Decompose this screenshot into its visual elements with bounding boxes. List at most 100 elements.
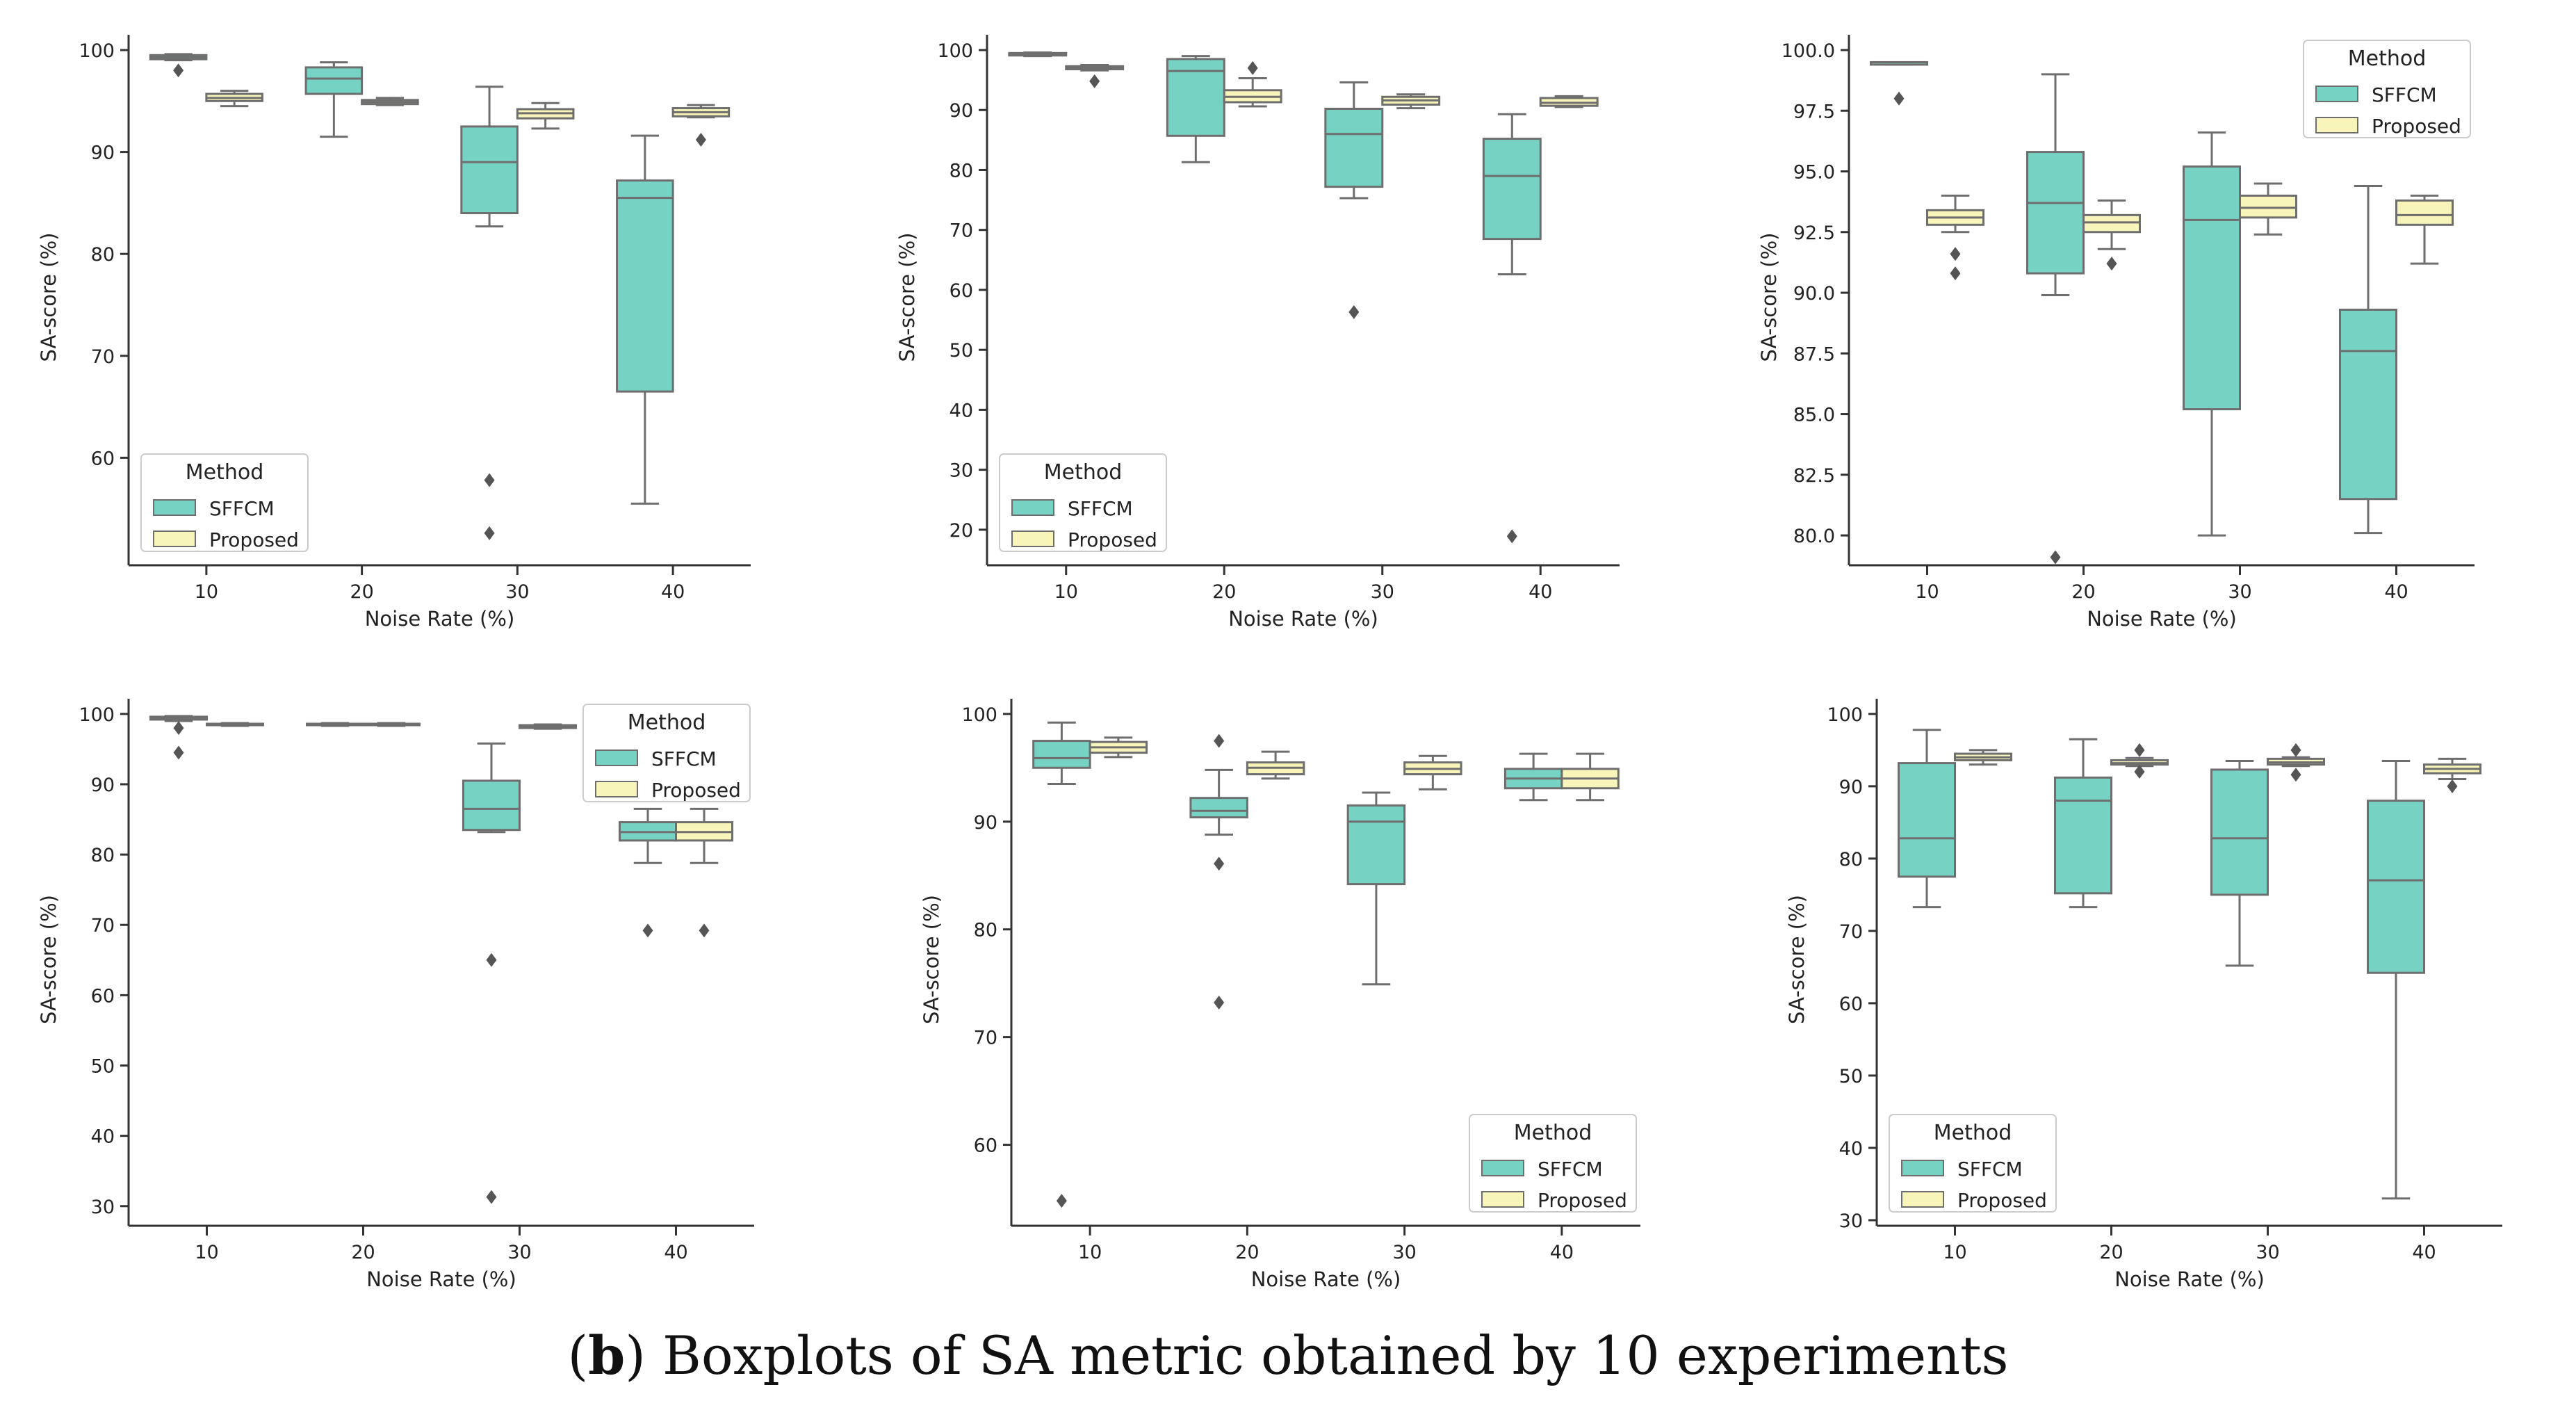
x-axis-label: Noise Rate (%) bbox=[366, 1267, 516, 1291]
iqr-box bbox=[1032, 740, 1091, 769]
box-sffcm-10 bbox=[1032, 721, 1091, 1208]
box-sffcm-40 bbox=[2339, 184, 2397, 535]
figure-caption: (b) Boxplots of SA metric obtained by 10… bbox=[0, 1324, 2576, 1386]
box-sffcm-30 bbox=[1324, 81, 1384, 319]
legend-entry-sffcm: SFFCM bbox=[1068, 497, 1133, 520]
box-sffcm-20 bbox=[1189, 734, 1248, 1010]
legend: Method SFFCM Proposed bbox=[582, 704, 751, 802]
outlier-marker bbox=[1089, 74, 1100, 88]
legend-entry-sffcm: SFFCM bbox=[651, 747, 717, 770]
x-tick-label: 10 bbox=[1943, 1242, 1966, 1263]
legend-entry-sffcm: SFFCM bbox=[209, 497, 275, 520]
legend-title: Method bbox=[1934, 1121, 2012, 1145]
box-proposed-20 bbox=[1246, 750, 1305, 780]
box-sffcm-20 bbox=[304, 61, 364, 138]
legend-frame bbox=[999, 453, 1167, 552]
iqr-box bbox=[2210, 768, 2269, 896]
box-proposed-10 bbox=[205, 90, 263, 108]
outlier-marker bbox=[1056, 1194, 1067, 1208]
y-tick-label: 82.5 bbox=[1793, 465, 1835, 487]
legend-swatch-proposed bbox=[1481, 1191, 1524, 1208]
outlier-marker bbox=[2050, 550, 2061, 565]
iqr-box bbox=[2395, 199, 2454, 226]
box-sffcm-20 bbox=[2054, 738, 2112, 909]
iqr-box bbox=[1898, 762, 1956, 878]
legend-swatch-sffcm bbox=[1901, 1160, 1944, 1176]
series-sffcm bbox=[1870, 60, 2397, 565]
series-sffcm bbox=[149, 53, 674, 540]
y-tick-label: 40 bbox=[949, 400, 973, 421]
outlier-marker bbox=[1506, 529, 1517, 544]
outlier-marker bbox=[2134, 743, 2145, 757]
legend-title: Method bbox=[1514, 1121, 1592, 1145]
legend-swatch-sffcm bbox=[1481, 1160, 1524, 1176]
legend-swatch-proposed bbox=[153, 530, 196, 547]
box-sffcm-40 bbox=[619, 807, 677, 938]
iqr-box bbox=[304, 66, 364, 95]
box-sffcm-10 bbox=[149, 715, 208, 760]
y-tick-label: 90 bbox=[91, 143, 115, 164]
y-tick-label: 100 bbox=[961, 704, 997, 726]
outlier-marker bbox=[484, 526, 495, 540]
outlier-marker bbox=[1214, 734, 1225, 748]
iqr-box bbox=[2054, 776, 2112, 895]
outlier-marker bbox=[173, 745, 184, 760]
y-tick-label: 70 bbox=[949, 220, 973, 242]
box-proposed-30 bbox=[2239, 182, 2297, 236]
series-sffcm bbox=[1008, 51, 1542, 544]
series-sffcm bbox=[1032, 721, 1563, 1208]
y-tick-label: 90 bbox=[91, 775, 115, 796]
legend-entry-proposed: Proposed bbox=[651, 779, 741, 802]
y-tick-label: 70 bbox=[91, 915, 115, 937]
y-tick-label: 100 bbox=[79, 704, 115, 726]
series-proposed bbox=[205, 90, 731, 147]
legend-swatch-sffcm bbox=[2315, 86, 2358, 102]
iqr-box bbox=[2339, 308, 2397, 501]
outlier-marker bbox=[695, 133, 706, 147]
y-tick-label: 70 bbox=[91, 346, 115, 368]
x-tick-label: 10 bbox=[1054, 581, 1078, 603]
box-proposed-40 bbox=[671, 104, 731, 147]
x-tick-label: 40 bbox=[1529, 581, 1552, 603]
iqr-box bbox=[616, 179, 674, 393]
x-tick-label: 20 bbox=[2099, 1242, 2123, 1263]
y-tick-label: 30 bbox=[91, 1197, 115, 1218]
legend-title: Method bbox=[1044, 460, 1123, 485]
legend: Method SFFCM Proposed bbox=[140, 453, 309, 552]
legend-frame bbox=[1889, 1114, 2057, 1213]
x-tick-label: 30 bbox=[507, 1242, 531, 1263]
outlier-marker bbox=[642, 923, 653, 938]
box-proposed-40 bbox=[2395, 194, 2454, 265]
box-proposed-30 bbox=[516, 102, 575, 130]
box-sffcm-40 bbox=[616, 134, 674, 505]
series-proposed bbox=[1926, 182, 2454, 281]
y-axis-label: SA-score (%) bbox=[920, 895, 943, 1024]
x-tick-label: 30 bbox=[2256, 1242, 2279, 1263]
iqr-box bbox=[1346, 804, 1406, 886]
outlier-marker bbox=[1214, 996, 1225, 1010]
y-tick-label: 95.0 bbox=[1793, 162, 1835, 184]
chart-panel-1: 60 70 80 90 100 10 20 30 40 Noise Rate (%) SA-scor… bbox=[37, 35, 751, 631]
y-tick-label: 60 bbox=[974, 1135, 997, 1157]
legend-entry-sffcm: SFFCM bbox=[1957, 1158, 2023, 1181]
box-proposed-10 bbox=[1954, 749, 2012, 766]
series-proposed bbox=[206, 722, 733, 938]
outlier-marker bbox=[2290, 743, 2301, 757]
outlier-marker bbox=[1348, 305, 1360, 319]
y-tick-label: 80.0 bbox=[1793, 526, 1835, 547]
y-tick-label: 80 bbox=[91, 244, 115, 266]
box-proposed-10 bbox=[206, 722, 264, 727]
x-axis-label: Noise Rate (%) bbox=[2087, 607, 2237, 631]
box-sffcm-30 bbox=[2183, 131, 2241, 537]
y-axis-label: SA-score (%) bbox=[37, 233, 60, 362]
legend-entry-proposed: Proposed bbox=[1957, 1189, 2047, 1212]
x-axis-label: Noise Rate (%) bbox=[2114, 1267, 2265, 1291]
box-proposed-20 bbox=[1223, 60, 1282, 108]
caption-text: ) Boxplots of SA metric obtained by 10 e… bbox=[625, 1324, 2009, 1386]
x-tick-label: 10 bbox=[195, 1242, 218, 1263]
box-sffcm-40 bbox=[1503, 752, 1563, 802]
iqr-box bbox=[1482, 138, 1542, 241]
iqr-box bbox=[2026, 151, 2085, 275]
x-tick-label: 30 bbox=[505, 581, 529, 603]
